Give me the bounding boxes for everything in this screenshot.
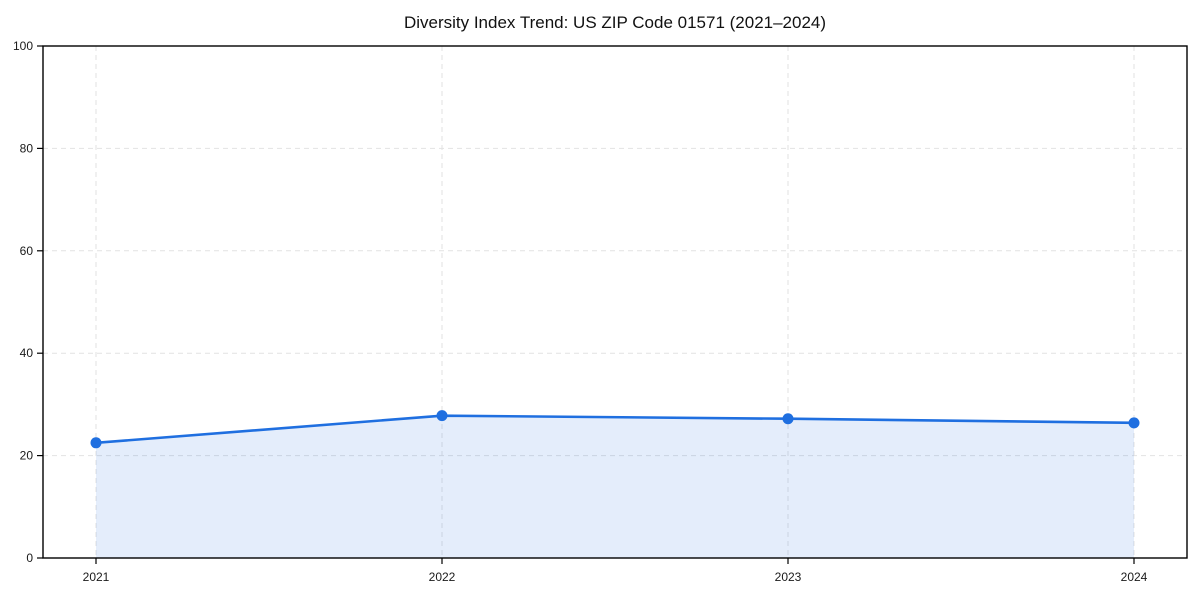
y-tick-label: 0: [26, 551, 33, 565]
y-tick-label: 20: [20, 449, 34, 463]
axis-layer: 0 20 40 60 80 100 2021 2022 2023 2024: [13, 39, 1188, 584]
x-tick-label: 2022: [429, 570, 456, 584]
y-tick-label: 60: [20, 244, 34, 258]
axis-frame: [42, 45, 1188, 559]
y-tick-label: 80: [20, 141, 34, 155]
x-tick-label: 2023: [775, 570, 802, 584]
area-fill: [96, 415, 1134, 558]
x-tick-label: 2024: [1121, 570, 1148, 584]
data-point-2021: [90, 437, 102, 449]
y-tick-label: 40: [20, 346, 34, 360]
trend-line: [94, 414, 1136, 445]
y-tick-label: 100: [13, 39, 33, 53]
x-tick-label: 2021: [83, 570, 110, 584]
chart-title: Diversity Index Trend: US ZIP Code 01571…: [404, 13, 826, 32]
data-point-2022: [436, 410, 448, 422]
series-layer: [90, 410, 1140, 558]
data-point-2023: [782, 413, 794, 425]
data-point-2024: [1128, 417, 1140, 429]
